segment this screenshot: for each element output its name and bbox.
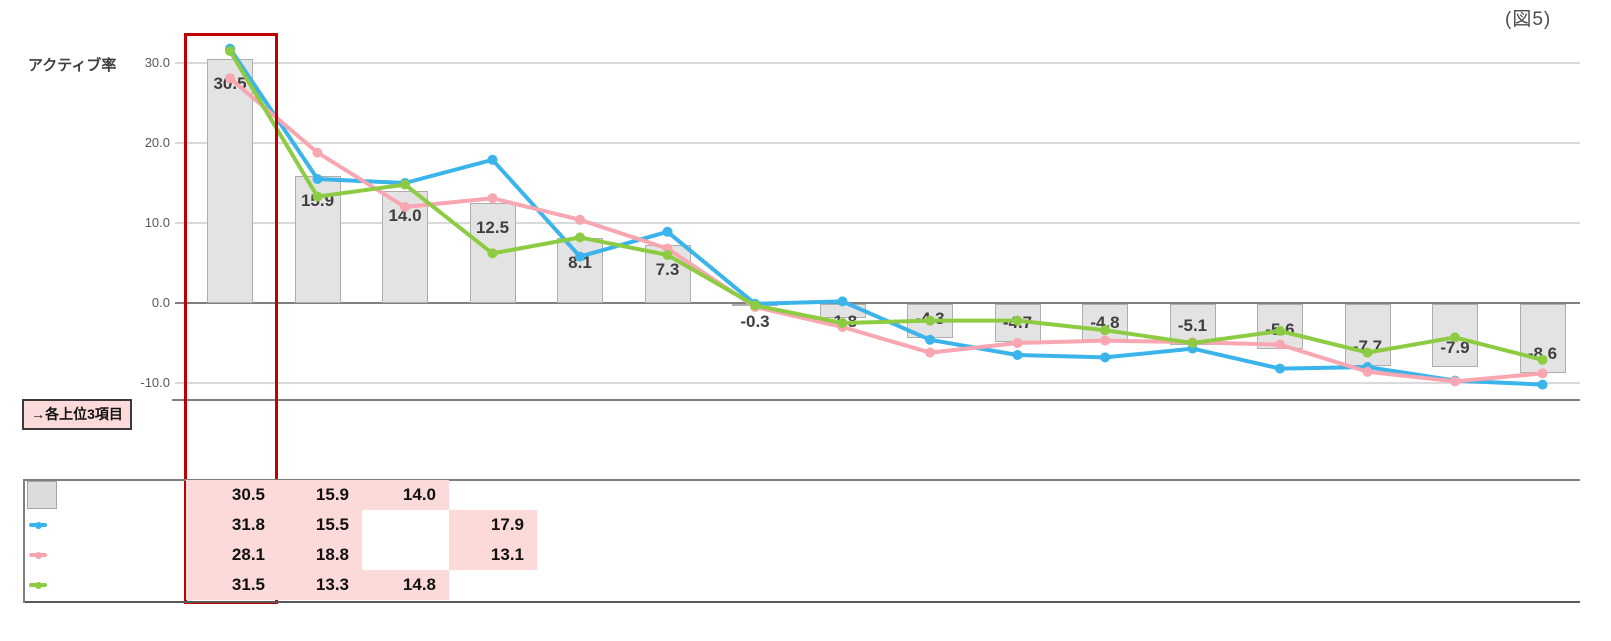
table-cell <box>362 480 449 510</box>
x-axis-baseline <box>172 399 1580 401</box>
table-cell-value: 18.8 <box>315 545 349 564</box>
bar-value-label: 8.1 <box>568 253 592 273</box>
bar-value-label: -5.1 <box>1177 315 1208 335</box>
annotation-top3-box: →各上位3項目 <box>22 399 132 430</box>
blue-line-point-dot <box>400 178 410 188</box>
table-cell <box>186 570 278 600</box>
y-tick-label: 10.0 <box>144 215 170 230</box>
legend-swatch-pink-line-marker <box>35 551 42 559</box>
table-cell <box>186 510 278 540</box>
gridline-20.0 <box>175 142 1580 144</box>
table-left-border <box>23 479 25 603</box>
table-cell <box>278 570 362 600</box>
table-cell-value: 13.3 <box>315 575 349 594</box>
table-cell-value: 31.8 <box>231 515 265 534</box>
gridline-30.0 <box>175 62 1580 64</box>
bar-value-label: -4.7 <box>1002 312 1033 332</box>
table-cell-value: 14.8 <box>402 575 436 594</box>
legend-swatch-bar-series <box>27 481 57 509</box>
bar-value-label: -4.8 <box>1090 313 1120 333</box>
legend-swatch-blue-line-marker <box>35 521 42 529</box>
table-cell-value: 30.5 <box>231 485 265 504</box>
table-cell <box>449 510 537 540</box>
bar <box>732 304 778 307</box>
legend-swatch-green-line-marker <box>35 581 42 589</box>
green-line-point-dot <box>400 179 410 190</box>
blue-line-point-dot <box>1100 352 1110 363</box>
table-cell <box>186 480 278 510</box>
table-cell <box>278 540 362 570</box>
blue-line-point-dot <box>1012 350 1023 360</box>
pink-line-point-dot <box>312 147 323 158</box>
annotation-top3-text: →各上位3項目 <box>31 406 123 422</box>
table-cell-value: 15.5 <box>315 515 349 534</box>
y-tick-label: 20.0 <box>144 135 170 150</box>
blue-line-point-dot <box>487 154 498 165</box>
table-cell <box>278 480 362 510</box>
blue-line-point-dot <box>1275 363 1285 374</box>
table-cell-value: 28.1 <box>231 545 265 564</box>
y-axis-title: アクティブ率 <box>28 57 117 74</box>
bar-value-label: -0.3 <box>740 312 770 331</box>
table-cell <box>278 510 362 540</box>
table-cell <box>362 570 449 600</box>
pink-line-point-dot <box>1362 366 1373 377</box>
table-cell-value: 31.5 <box>231 575 265 594</box>
blue-line-point-dot <box>662 226 673 237</box>
gridline--10.0 <box>175 382 1580 384</box>
blue-line-point-dot <box>1450 375 1460 386</box>
table-cell-value: 15.9 <box>315 485 349 504</box>
bar-value-label: 15.9 <box>300 190 335 210</box>
y-tick-label: 30.0 <box>144 55 170 70</box>
bar-value-label: 7.3 <box>655 259 680 279</box>
table-bottom-border <box>23 601 1580 603</box>
bar-value-label: 12.5 <box>475 218 510 237</box>
table-cell-value: 17.9 <box>490 515 524 534</box>
figure-label: (図5) <box>1505 9 1552 30</box>
bar-value-label: 14.0 <box>388 206 422 225</box>
y-tick-label: -10.0 <box>140 375 170 390</box>
bar-value-label: -7.7 <box>1352 336 1383 356</box>
pink-line-point-dot <box>487 193 498 204</box>
bar-value-label: -4.3 <box>915 309 945 329</box>
table-cell <box>449 540 537 570</box>
y-tick-label: 0.0 <box>151 295 170 310</box>
table-cell <box>186 540 278 570</box>
table-top-border <box>23 479 1580 481</box>
table-cell-value: 14.0 <box>402 485 436 504</box>
bar-value-label: -5.6 <box>1265 319 1295 339</box>
blue-line-point-dot <box>1187 343 1198 354</box>
table-cell-value: 13.1 <box>490 545 524 564</box>
bar-value-label: -1.8 <box>827 312 858 331</box>
pink-line-point-dot <box>925 347 935 358</box>
bar-value-label: -8.6 <box>1527 343 1558 363</box>
bar-value-label: -7.9 <box>1440 338 1470 358</box>
